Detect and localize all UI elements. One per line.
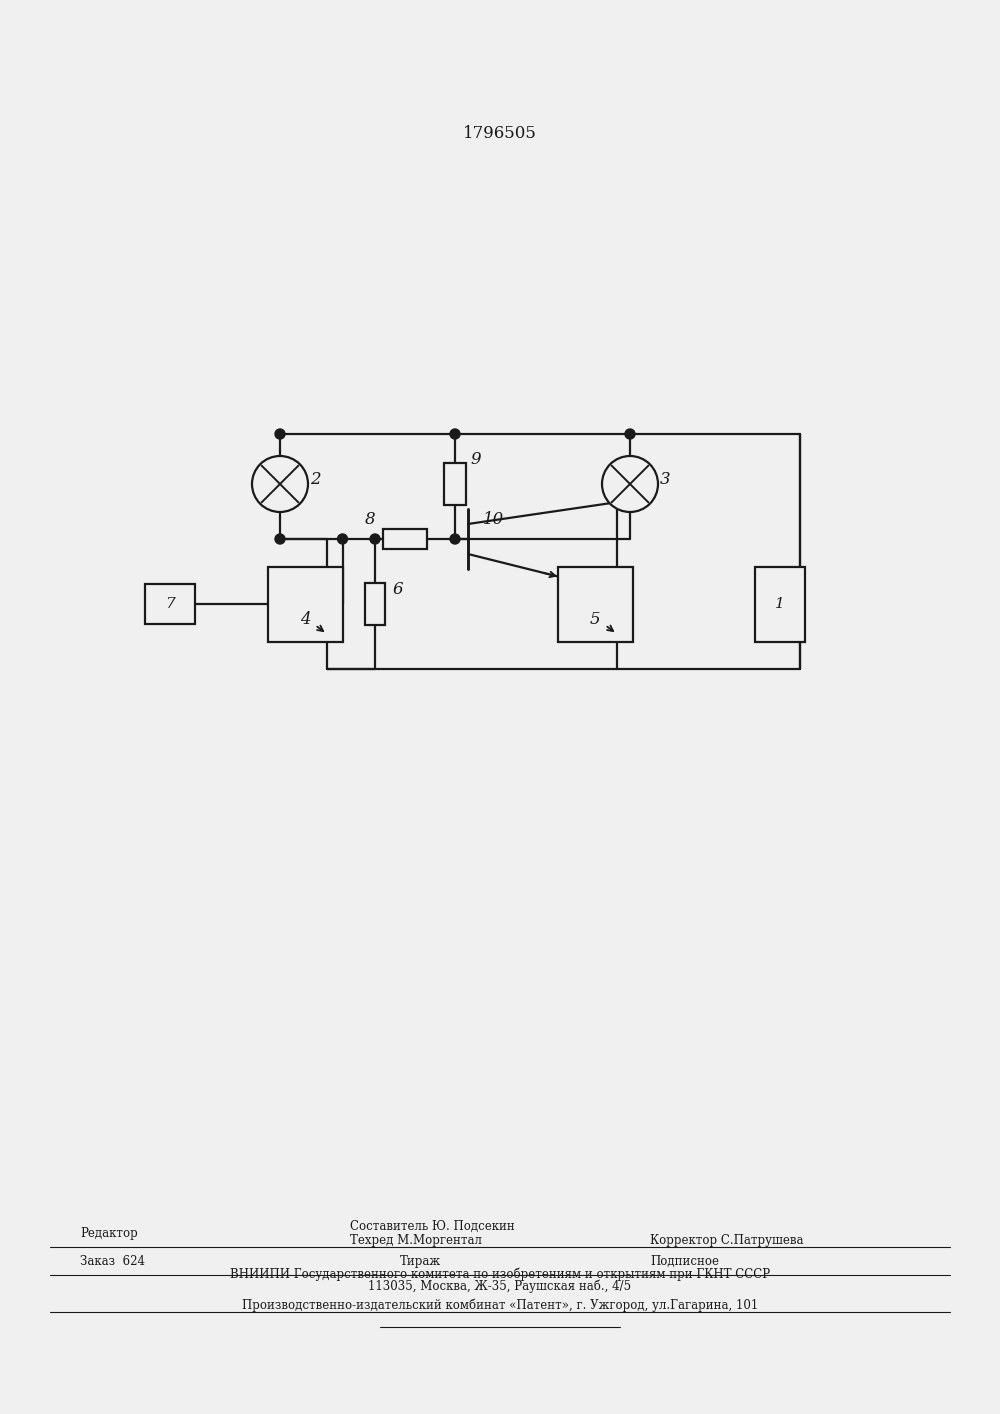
Circle shape (370, 534, 380, 544)
Bar (145, 584, 195, 624)
Text: 8: 8 (365, 510, 376, 527)
Text: 6: 6 (393, 581, 404, 598)
Text: Производственно-издательский комбинат «Патент», г. Ужгород, ул.Гагарина, 101: Производственно-издательский комбинат «П… (242, 1298, 758, 1312)
Text: Заказ  624: Заказ 624 (80, 1254, 145, 1268)
Circle shape (275, 428, 285, 438)
Circle shape (602, 455, 658, 512)
Text: ВНИИПИ Государственного комитета по изобретениям и открытиям при ГКНТ СССР: ВНИИПИ Государственного комитета по изоб… (230, 1267, 770, 1281)
Text: 3: 3 (660, 471, 671, 488)
Text: Корректор С.Патрушева: Корректор С.Патрушева (650, 1233, 804, 1247)
Circle shape (450, 428, 460, 438)
Text: Техред М.Моргентал: Техред М.Моргентал (350, 1233, 482, 1247)
Text: 5: 5 (590, 611, 601, 628)
Text: 7: 7 (165, 597, 175, 611)
Text: 1796505: 1796505 (463, 126, 537, 143)
Text: 2: 2 (310, 471, 321, 488)
Circle shape (252, 455, 308, 512)
Bar (444, 462, 466, 505)
Text: 10: 10 (483, 510, 504, 527)
Text: Подписное: Подписное (650, 1254, 719, 1268)
Text: 4: 4 (300, 611, 311, 628)
Text: Тираж: Тираж (400, 1254, 441, 1268)
Bar (268, 567, 342, 642)
Circle shape (275, 534, 285, 544)
Text: 9: 9 (470, 451, 481, 468)
Text: 1: 1 (775, 597, 785, 611)
Bar (365, 583, 385, 625)
Circle shape (338, 534, 348, 544)
Circle shape (450, 534, 460, 544)
Text: Редактор: Редактор (80, 1226, 138, 1240)
Bar (558, 567, 633, 642)
Text: Составитель Ю. Подсекин: Составитель Ю. Подсекин (350, 1219, 515, 1233)
Text: 113035, Москва, Ж-35, Раушская наб., 4/5: 113035, Москва, Ж-35, Раушская наб., 4/5 (368, 1280, 632, 1294)
Bar (383, 529, 427, 549)
Circle shape (625, 428, 635, 438)
Bar (755, 567, 805, 642)
